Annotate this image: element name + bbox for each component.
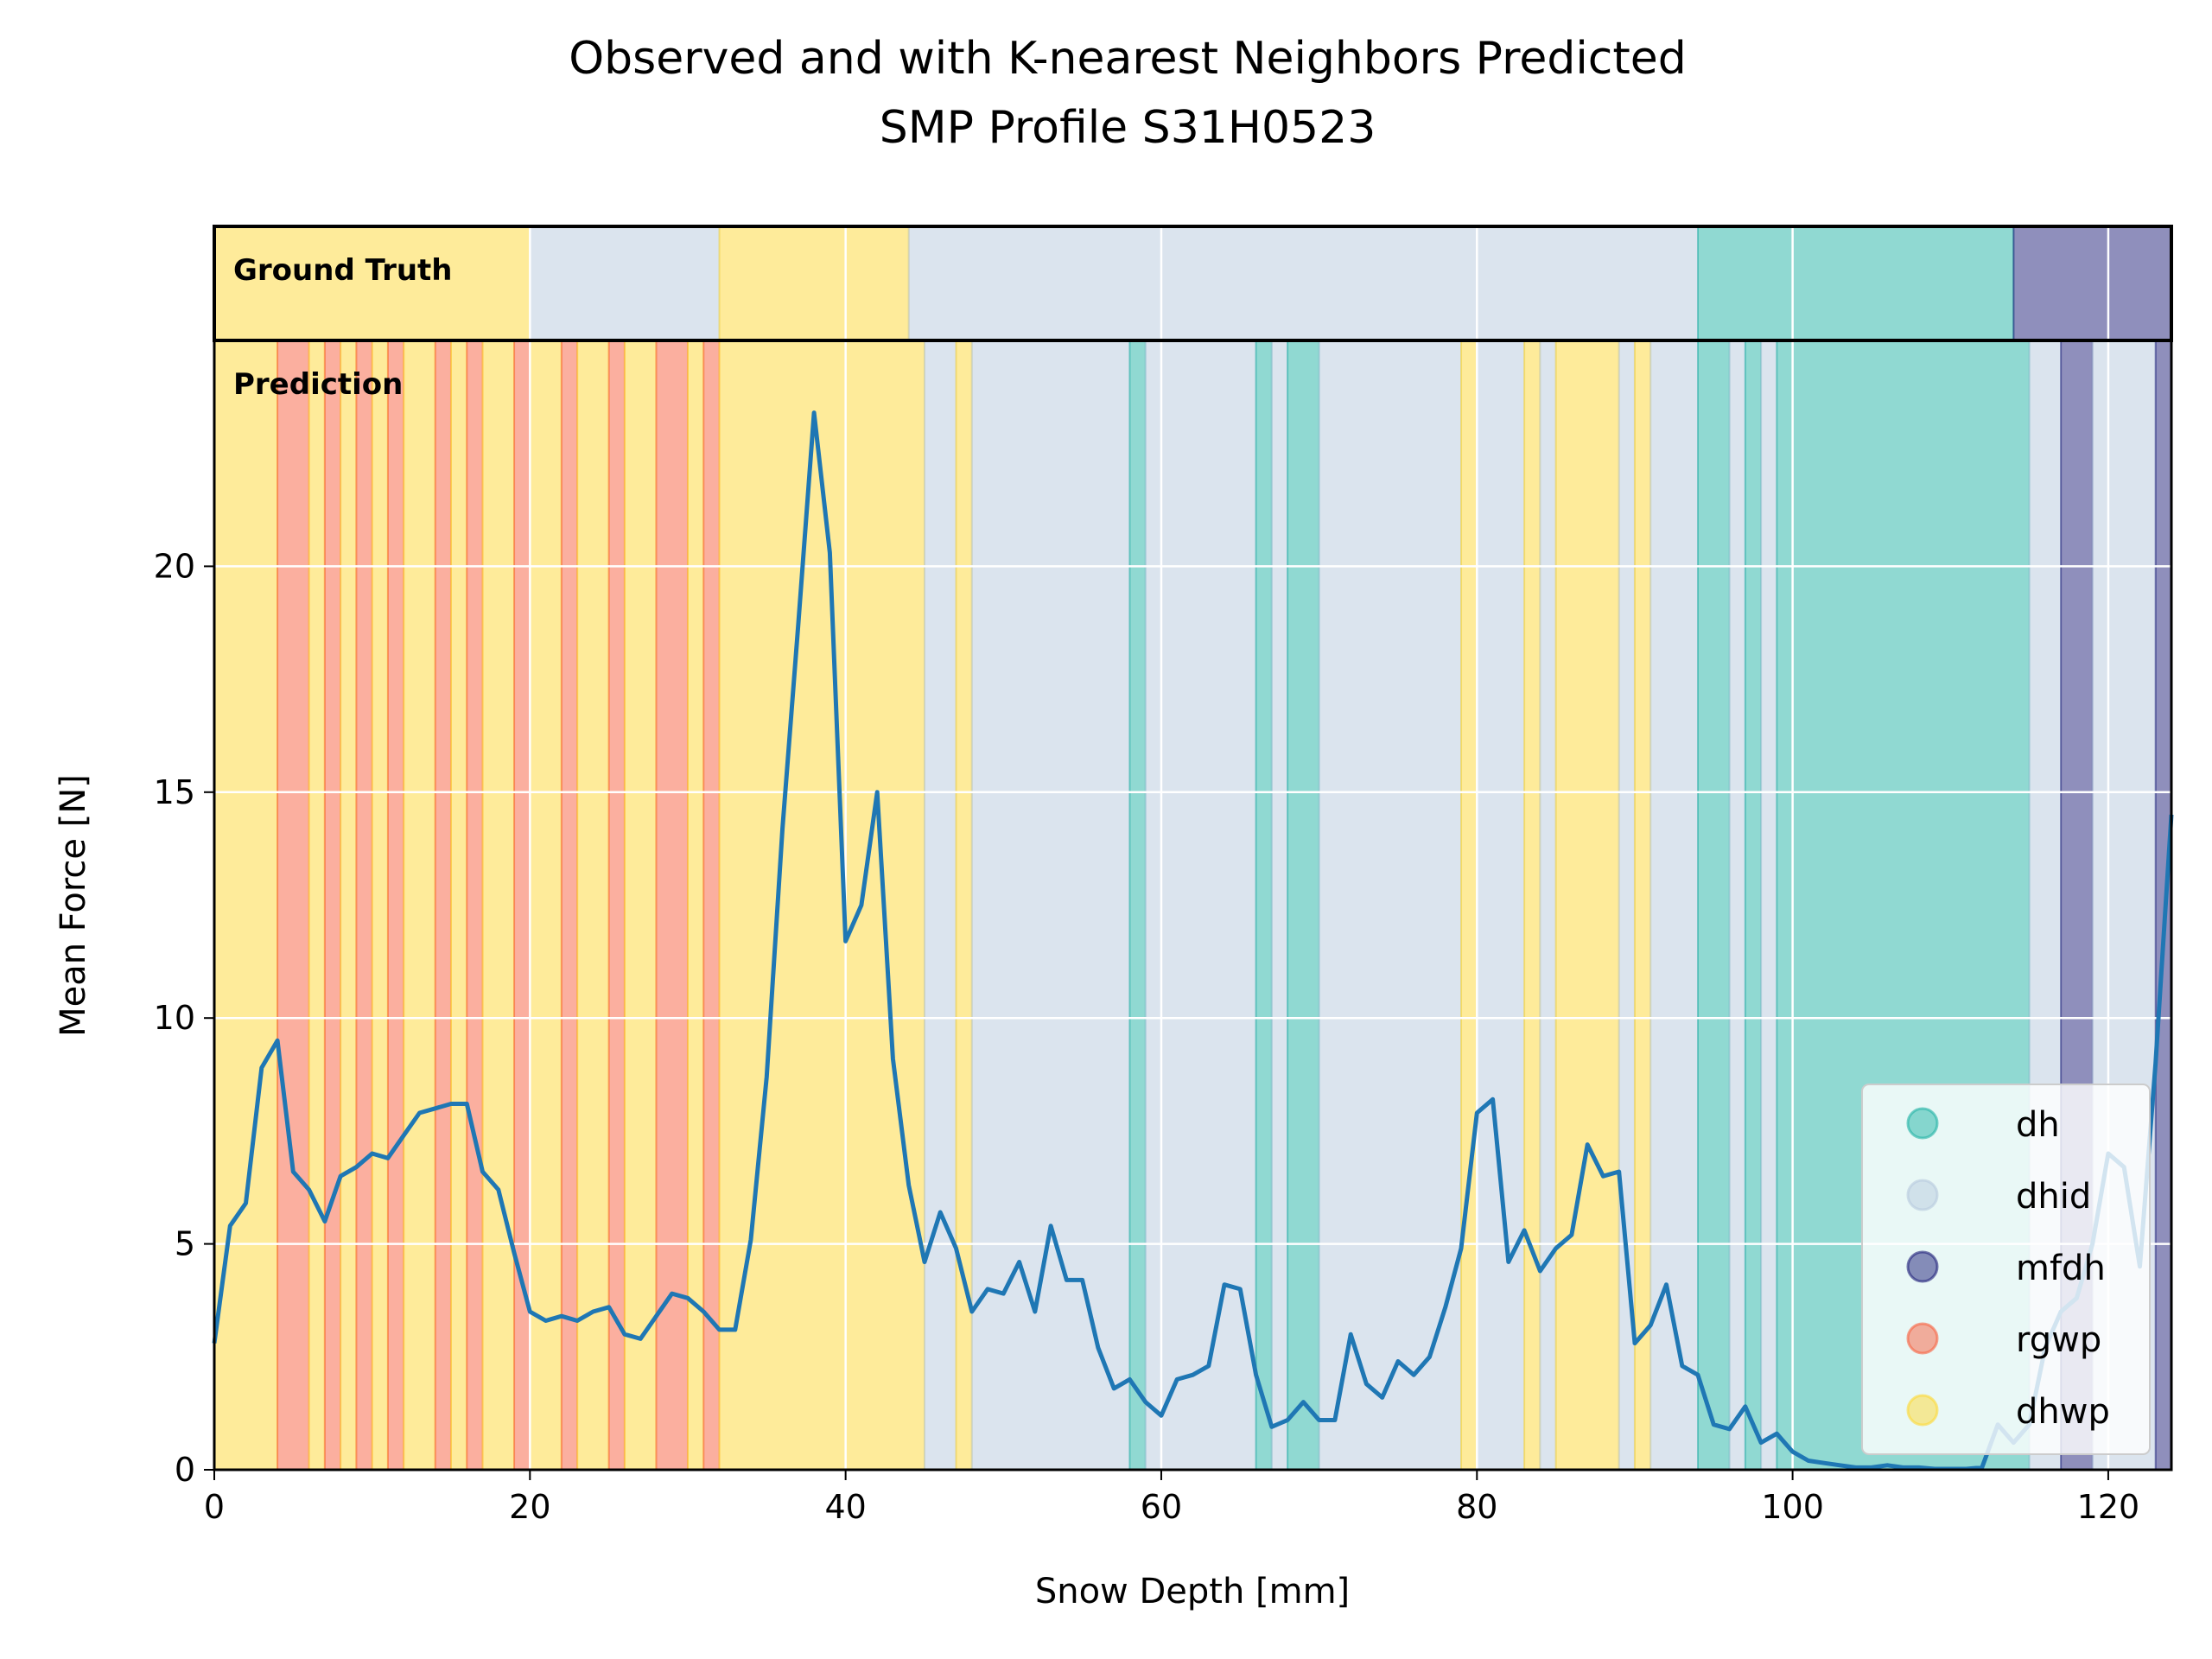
chart-title: Observed and with K-nearest Neighbors Pr…	[569, 33, 1687, 85]
x-tick-label: 0	[204, 1488, 225, 1526]
legend: dh dhid mfdh rgwp dhwp	[1861, 1084, 2151, 1455]
x-tick-label: 100	[1761, 1488, 1824, 1526]
chart-subtitle: SMP Profile S31H0523	[880, 102, 1376, 154]
prediction-band-dhwp	[481, 340, 516, 1471]
prediction-band-dhwp	[1460, 340, 1478, 1471]
series-line-0	[212, 410, 2174, 1471]
prediction-band-dhid	[1270, 340, 1289, 1471]
prediction-band-dh	[1697, 340, 1731, 1471]
prediction-band-dhwp	[529, 340, 563, 1471]
x-tick-label: 120	[2077, 1488, 2140, 1526]
legend-marker-dhid	[1906, 1179, 1939, 1211]
prediction-band-rgwp	[560, 340, 579, 1471]
prediction-band-rgwp	[323, 340, 342, 1471]
prediction-band-dh	[1287, 340, 1320, 1471]
prediction-band-rgwp	[607, 340, 626, 1471]
ground-truth-band-dhid	[907, 226, 1700, 341]
legend-marker-mfdh	[1906, 1250, 1939, 1283]
prediction-band-dhwp	[1633, 340, 1652, 1471]
prediction-band-dhid	[1649, 340, 1700, 1471]
legend-label-rgwp: rgwp	[2016, 1320, 2101, 1360]
prediction-band-dhid	[1476, 340, 1526, 1471]
prediction-band-dhwp	[371, 340, 389, 1471]
prediction-band-dh	[1128, 340, 1147, 1471]
x-axis-ticks: 0 20 40 60 80 100 120	[204, 1470, 2139, 1526]
prediction-band-rgwp	[355, 340, 373, 1471]
ground-truth-band-dhid	[529, 226, 721, 341]
x-tick-label: 40	[824, 1488, 866, 1526]
y-tick-label: 5	[175, 1225, 195, 1263]
prediction-band-dhid	[1539, 340, 1557, 1471]
x-tick-label: 80	[1456, 1488, 1497, 1526]
legend-marker-rgwp	[1906, 1322, 1939, 1355]
prediction-band-dhid	[1144, 340, 1257, 1471]
prediction-band-rgwp	[386, 340, 405, 1471]
prediction-band-dhwp	[1554, 340, 1620, 1471]
legend-label-dhwp: dhwp	[2016, 1392, 2110, 1432]
ground-truth-band-mfdh	[2012, 226, 2172, 341]
legend-marker-dhwp	[1906, 1394, 1939, 1427]
prediction-band-rgwp	[702, 340, 721, 1471]
prediction-band-dhid	[1728, 340, 1746, 1471]
prediction-band-dhwp	[403, 340, 436, 1471]
prediction-band-dhwp	[1523, 340, 1541, 1471]
y-axis-ticks: 0 5 10 15 20	[154, 547, 214, 1489]
ground-truth-band-dhwp	[718, 226, 910, 341]
prediction-band-dhid	[1318, 340, 1463, 1471]
x-tick-label: 60	[1141, 1488, 1182, 1526]
prediction-band-dhwp	[449, 340, 468, 1471]
prediction-band-dhid	[970, 340, 1131, 1471]
prediction-band-dh	[1255, 340, 1273, 1471]
ground-truth-band-dh	[1697, 226, 2015, 341]
ground-truth-bands	[213, 226, 2172, 341]
legend-marker-dh	[1906, 1107, 1939, 1140]
legend-label-dhid: dhid	[2016, 1177, 2091, 1217]
prediction-band-dhwp	[576, 340, 610, 1471]
y-tick-label: 10	[154, 999, 195, 1037]
prediction-band-dhid	[923, 340, 957, 1471]
prediction-band-dh	[1744, 340, 1763, 1471]
x-axis-label: Snow Depth [mm]	[1035, 1572, 1350, 1611]
prediction-band-rgwp	[434, 340, 452, 1471]
legend-box	[1861, 1084, 2151, 1455]
prediction-band-rgwp	[276, 340, 310, 1471]
prediction-band-dhwp	[213, 340, 279, 1471]
ground-truth-label: Ground Truth	[233, 253, 453, 288]
prediction-band-dhwp	[623, 340, 658, 1471]
prediction-band-dhid	[1760, 340, 1778, 1471]
y-tick-label: 20	[154, 547, 195, 585]
y-axis-label: Mean Force [N]	[54, 774, 93, 1037]
prediction-band-dhwp	[718, 340, 925, 1471]
prediction-label: Prediction	[233, 367, 403, 402]
prediction-band-dhwp	[340, 340, 358, 1471]
legend-label-dh: dh	[2016, 1105, 2060, 1145]
prediction-panel-frame	[213, 339, 2173, 1471]
y-tick-label: 0	[175, 1451, 195, 1489]
prediction-band-rgwp	[655, 340, 689, 1471]
ground-truth-band-dhwp	[213, 226, 531, 341]
y-tick-label: 15	[154, 773, 195, 811]
prediction-band-rgwp	[466, 340, 484, 1471]
x-tick-label: 20	[509, 1488, 550, 1526]
legend-label-mfdh: mfdh	[2016, 1249, 2106, 1288]
series-layer	[212, 410, 2174, 1471]
prediction-band-dhwp	[308, 340, 326, 1471]
